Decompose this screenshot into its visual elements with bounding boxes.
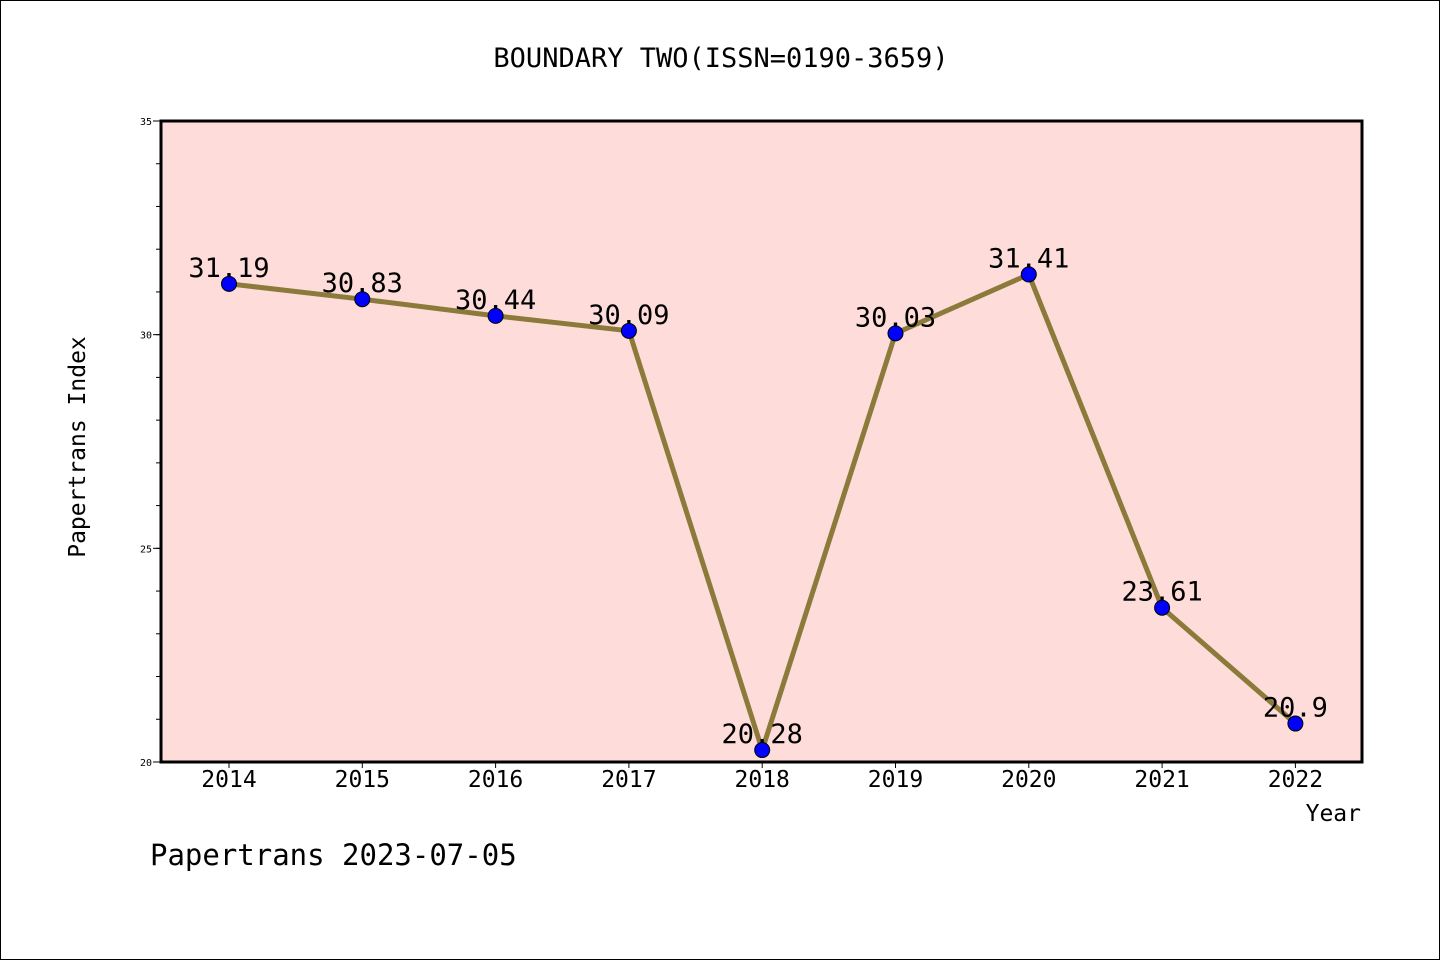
chart-title: BOUNDARY TWO(ISSN=0190-3659) bbox=[493, 43, 948, 74]
data-point bbox=[487, 307, 504, 324]
data-label: 30.44 bbox=[455, 285, 536, 316]
data-point bbox=[354, 291, 371, 308]
data-point bbox=[1020, 266, 1037, 283]
data-label: 31.19 bbox=[188, 253, 269, 284]
data-label: 31.41 bbox=[988, 243, 1069, 274]
y-tick-label: 25 bbox=[140, 544, 152, 555]
data-label: 20.28 bbox=[722, 719, 803, 750]
plot-area bbox=[159, 119, 1364, 764]
data-label: 30.83 bbox=[322, 268, 403, 299]
x-tick-label: 2017 bbox=[601, 767, 656, 793]
x-tick-label: 2022 bbox=[1268, 767, 1323, 793]
y-tick-label: 30 bbox=[140, 331, 152, 342]
y-tick-label: 20 bbox=[140, 758, 152, 769]
x-tick-label: 2020 bbox=[1001, 767, 1056, 793]
data-label: 20.9 bbox=[1263, 693, 1328, 724]
data-label: 30.09 bbox=[588, 300, 669, 331]
chart-footer: Papertrans 2023-07-05 bbox=[150, 838, 517, 872]
data-point bbox=[221, 275, 237, 292]
data-labels: 31.19 30.83 30.44 30.09 20.28 30.03 31.41 23.61… bbox=[188, 243, 1328, 750]
x-tick-label: 2015 bbox=[335, 767, 390, 793]
x-tick-label: 2018 bbox=[735, 767, 790, 793]
data-point bbox=[754, 742, 771, 759]
x-tick-label: 2016 bbox=[468, 767, 523, 793]
x-tick-label: 2019 bbox=[868, 767, 923, 793]
series-markers bbox=[221, 266, 1304, 759]
x-tick-label: 2021 bbox=[1134, 767, 1189, 793]
y-tick-label: 35 bbox=[140, 117, 152, 128]
data-label: 30.03 bbox=[855, 302, 936, 333]
x-tick-label: 2014 bbox=[201, 767, 256, 793]
data-point bbox=[1287, 715, 1304, 732]
data-point bbox=[620, 322, 637, 339]
y-axis-ticks: 20 25 30 35 bbox=[140, 117, 161, 769]
x-axis-ticks: 2014 2015 2016 2017 2018 2019 2020 2021 2022 bbox=[201, 762, 1323, 793]
data-label: 23.61 bbox=[1121, 577, 1202, 608]
data-point bbox=[1154, 599, 1171, 616]
y-axis-label: Papertrans Index bbox=[65, 336, 91, 558]
x-axis-label: Year bbox=[1306, 801, 1361, 827]
data-point bbox=[887, 325, 904, 342]
